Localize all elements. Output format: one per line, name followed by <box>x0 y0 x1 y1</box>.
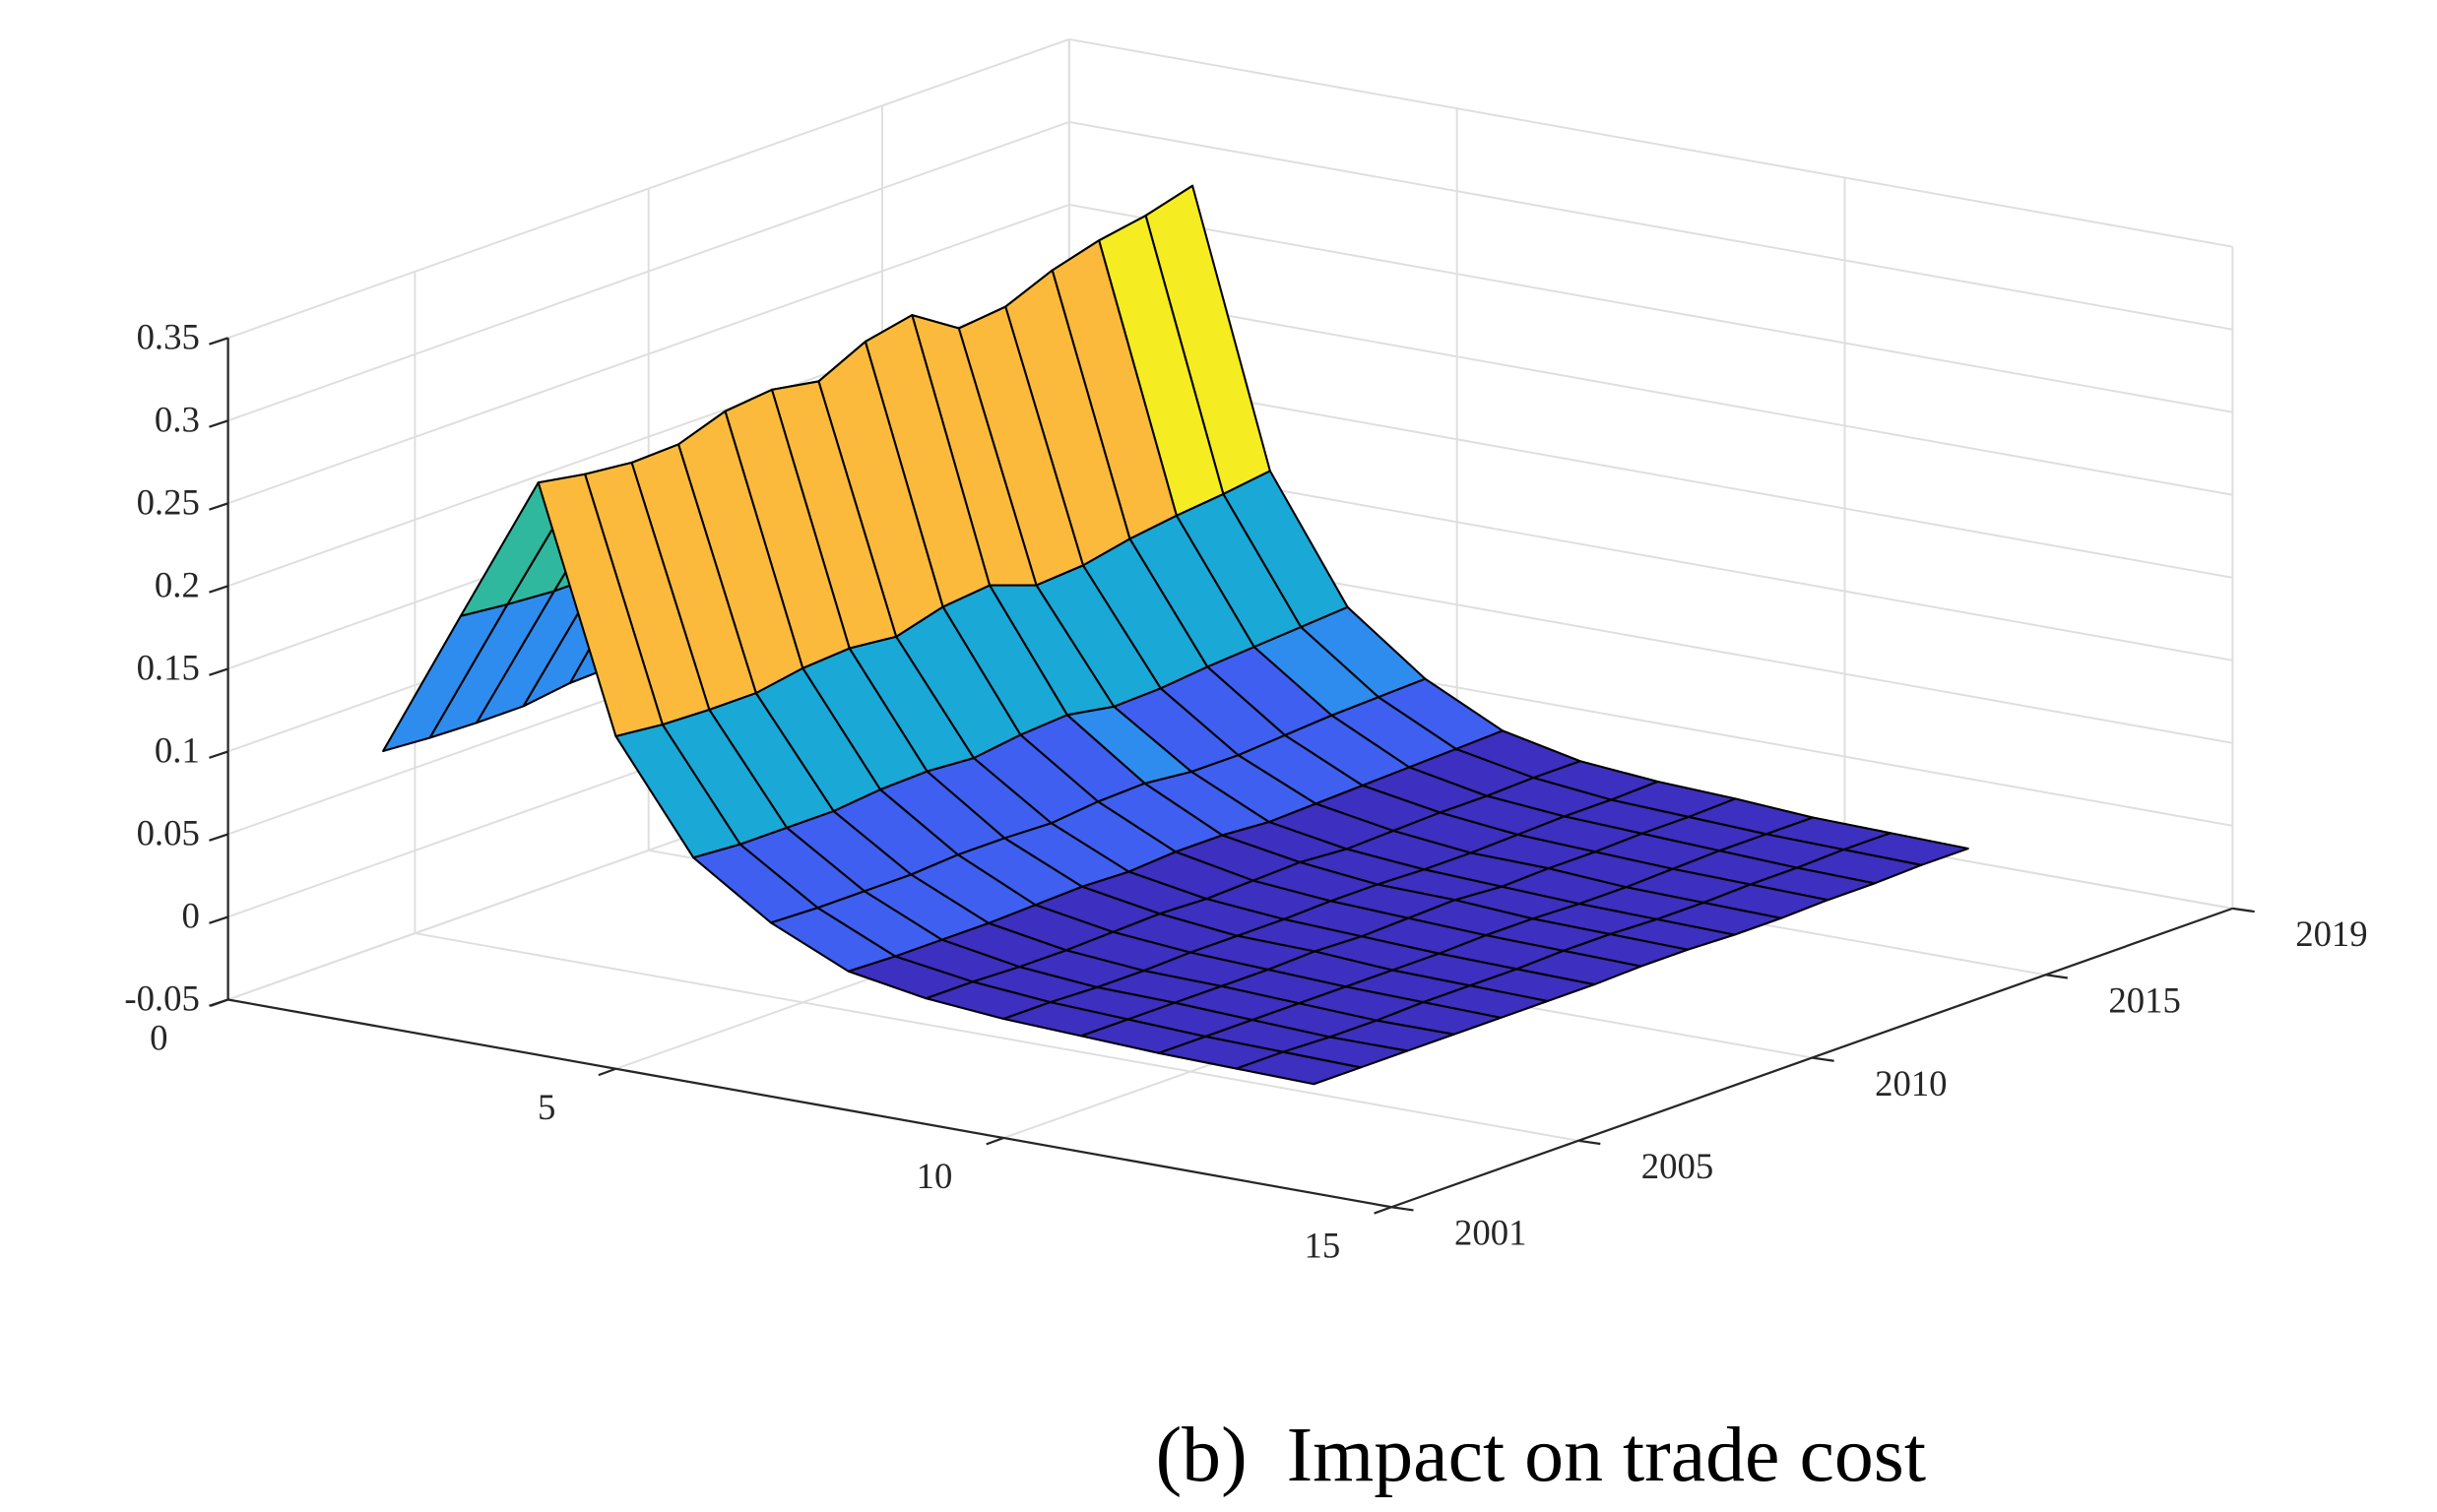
z-tick <box>209 337 228 346</box>
x-tick-label: 5 <box>538 1087 555 1127</box>
x-axis-line <box>227 998 1392 1209</box>
y-tick-label: 2005 <box>1641 1146 1713 1186</box>
z-tick-label: 0.25 <box>137 482 200 523</box>
z-tick-label: 0.3 <box>155 399 200 439</box>
y-tick <box>1577 1139 1601 1146</box>
caption: (b) Impact on trade cost <box>1156 1412 1926 1498</box>
y-tick-label: 2015 <box>2108 980 2180 1021</box>
y-axis-line <box>1390 907 2233 1209</box>
x-tick <box>210 998 228 1007</box>
z-tick-label: -0.05 <box>124 978 199 1019</box>
x-tick-label: 10 <box>917 1156 953 1196</box>
y-tick <box>1390 1206 1414 1212</box>
grid-line <box>1068 286 2233 496</box>
z-tick-label: 0.15 <box>137 648 200 688</box>
z-tick <box>209 750 228 759</box>
z-tick-label: 0.35 <box>137 316 200 356</box>
z-tick-label: 0 <box>181 896 199 936</box>
z-tick <box>209 585 228 594</box>
x-tick <box>598 1067 616 1077</box>
x-tick <box>1374 1206 1392 1215</box>
surface-face <box>1235 1050 1362 1086</box>
grid-line <box>415 932 1579 1142</box>
y-tick-label: 2019 <box>2295 914 2367 954</box>
z-tick <box>209 419 228 428</box>
y-tick-label: 2010 <box>1875 1063 1947 1103</box>
x-tick-label: 0 <box>150 1018 167 1058</box>
grid-line <box>1068 120 2233 331</box>
grid-line <box>1068 204 2233 413</box>
x-tick-label: 15 <box>1305 1225 1341 1265</box>
y-tick <box>1812 1056 1834 1062</box>
z-tick <box>209 915 228 924</box>
y-tick-label: 2001 <box>1454 1213 1526 1253</box>
z-tick <box>209 502 228 511</box>
z-tick <box>209 667 228 676</box>
grid-line <box>1068 369 2233 579</box>
x-tick <box>986 1136 1004 1146</box>
z-tick-label: 0.2 <box>155 565 200 605</box>
y-tick <box>2232 907 2255 914</box>
grid-line <box>1068 37 2233 248</box>
z-tick <box>209 833 228 842</box>
z-tick-label: 0.1 <box>155 730 200 771</box>
z-tick-label: 0.05 <box>137 813 200 853</box>
y-tick <box>2045 974 2069 979</box>
surface <box>382 184 1969 1086</box>
